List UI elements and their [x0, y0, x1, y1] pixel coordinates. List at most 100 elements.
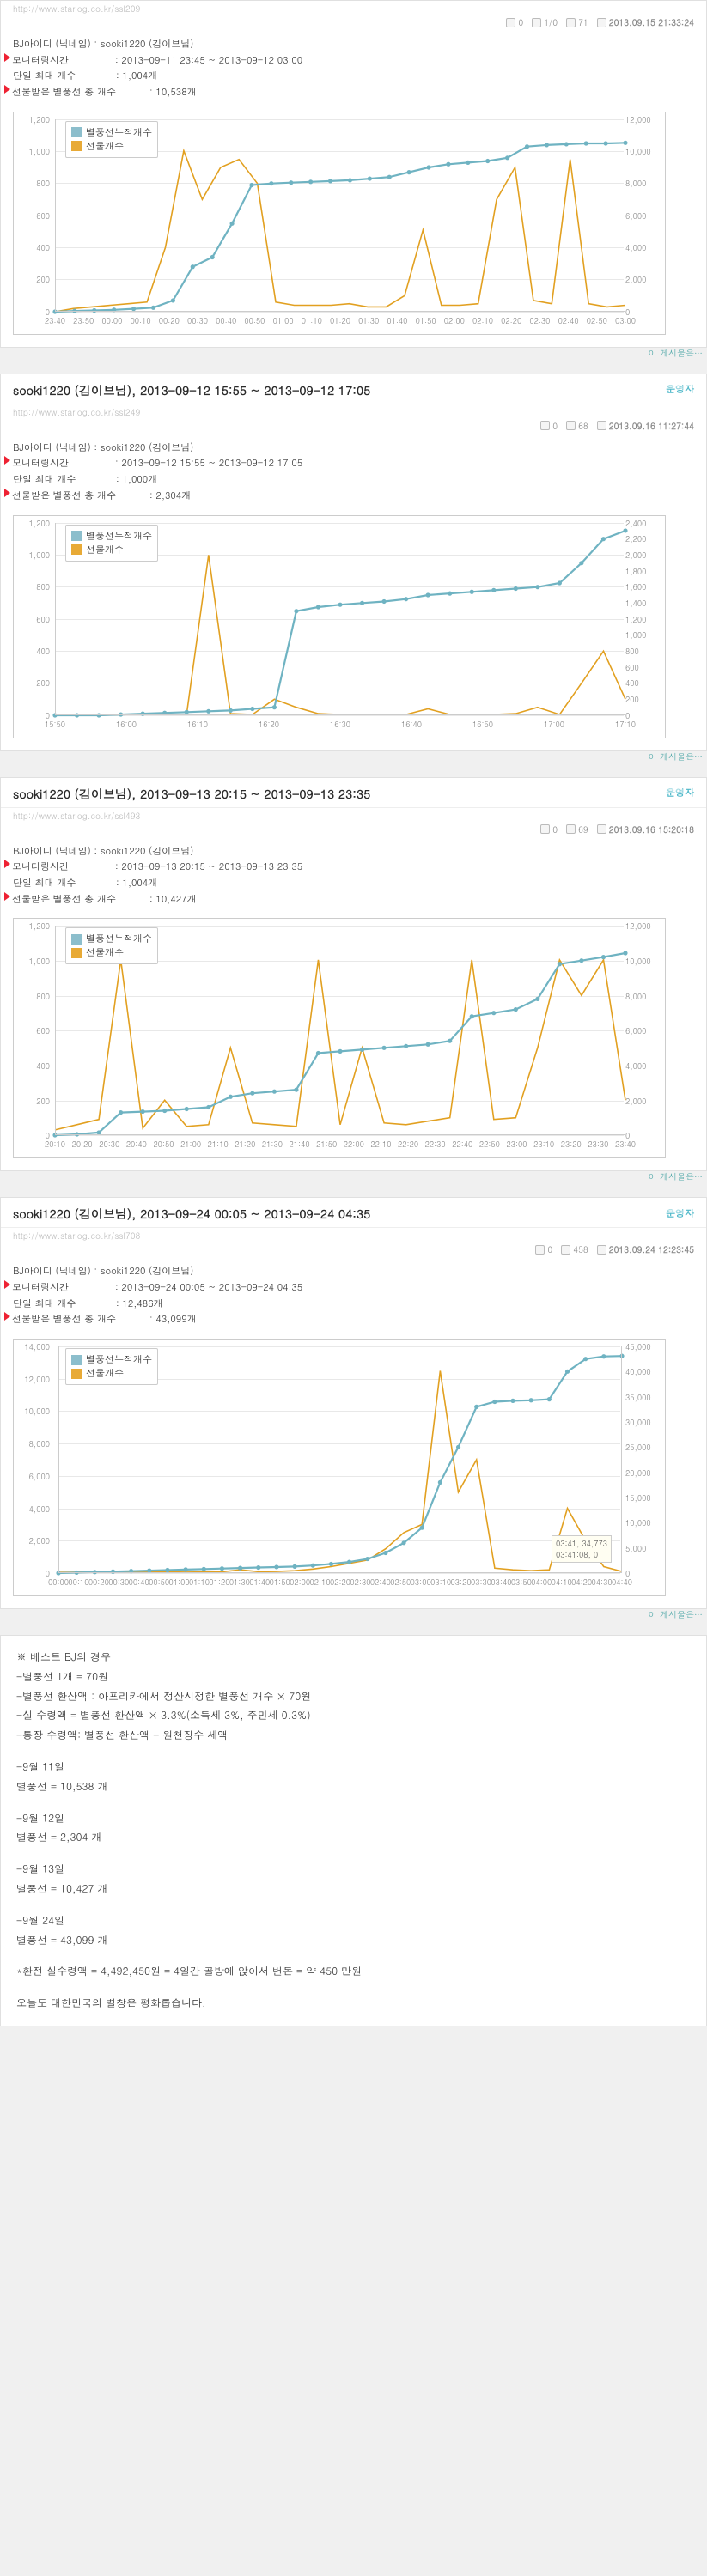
views-icon	[561, 1245, 570, 1255]
info-total-row: 선물받은 별풍선 총 개수: 2,304개	[13, 489, 694, 505]
red-marker	[4, 1280, 10, 1289]
views-icon	[566, 18, 576, 27]
info-max-value: : 1,004개	[116, 69, 157, 85]
post: sooki1220 (김이브님), 2013-09-24 00:05 ~ 201…	[0, 1197, 707, 1609]
chart-wrap: 02004006008001,0001,20002,0004,0006,0008…	[1, 108, 706, 347]
plot-border	[55, 523, 625, 715]
chart: 02004006008001,0001,20002004006008001,00…	[13, 515, 666, 738]
meta-comments: 0	[540, 823, 558, 835]
info-block: BJ아이디 (닉네임) : sooki1220 (김이브님)모니터링시간: 20…	[1, 841, 706, 915]
meta-views: 69	[566, 823, 588, 835]
info-monitor-label: 모니터링시간	[12, 456, 115, 472]
author-badge: 운영자	[666, 787, 694, 799]
post-source-url[interactable]: http://www.starlog.co.kr/ssl493	[1, 808, 706, 822]
chart-footer-note[interactable]: 이 게시물은…	[649, 750, 703, 762]
note-line: -별풍선 1개 = 70원	[16, 1668, 691, 1687]
info-total-value: : 2,304개	[149, 489, 191, 505]
info-max-label: 단일 최대 개수	[13, 472, 116, 489]
red-marker	[4, 892, 10, 901]
author-badge: 운영자	[666, 383, 694, 396]
meta-views: 458	[561, 1243, 588, 1255]
info-monitor-label: 모니터링시간	[12, 53, 115, 70]
comment-icon	[535, 1245, 545, 1255]
info-bj: BJ아이디 (닉네임) : sooki1220 (김이브님)	[13, 844, 694, 860]
post-title: sooki1220 (김이브님), 2013-09-13 20:15 ~ 201…	[13, 785, 370, 802]
post-header: sooki1220 (김이브님), 2013-09-12 15:55 ~ 201…	[1, 374, 706, 404]
image-icon	[532, 18, 541, 27]
post-title: sooki1220 (김이브님), 2013-09-24 00:05 ~ 201…	[13, 1205, 370, 1222]
info-monitor-label: 모니터링시간	[12, 860, 115, 876]
info-max-row: 단일 최대 개수: 1,004개	[13, 876, 694, 892]
info-total-value: : 10,427개	[149, 892, 197, 908]
meta-comments: 0	[540, 420, 558, 432]
note-line: -9월 12일	[16, 1809, 691, 1829]
info-max-value: : 1,000개	[116, 472, 157, 489]
note-line: 별풍선 = 10,538 개	[16, 1777, 691, 1797]
plot-border	[55, 926, 625, 1135]
comment-icon	[540, 421, 550, 430]
post-meta: 0682013.09.16 11:27:44	[1, 418, 706, 437]
note-line: -별풍선 환산액 : 아프리카에서 정산시정한 별풍선 개수 × 70원	[16, 1687, 691, 1707]
red-marker	[4, 489, 10, 497]
chart-wrap: 02,0004,0006,0008,00010,00012,00014,0000…	[1, 1335, 706, 1608]
clock-icon	[597, 421, 606, 430]
info-max-row: 단일 최대 개수: 1,000개	[13, 472, 694, 489]
note-line: 별풍선 = 10,427 개	[16, 1880, 691, 1899]
meta-comments: 0	[506, 16, 523, 28]
note-line: 별풍선 = 43,099 개	[16, 1931, 691, 1951]
info-bj: BJ아이디 (닉네임) : sooki1220 (김이브님)	[13, 440, 694, 457]
author-badge: 운영자	[666, 1207, 694, 1220]
info-max-row: 단일 최대 개수: 12,486개	[13, 1297, 694, 1313]
info-max-value: : 12,486개	[116, 1297, 163, 1313]
chart: 02,0004,0006,0008,00010,00012,00014,0000…	[13, 1339, 666, 1596]
info-total-row: 선물받은 별풍선 총 개수: 43,099개	[13, 1312, 694, 1328]
post-header: sooki1220 (김이브님), 2013-09-13 20:15 ~ 201…	[1, 778, 706, 808]
comment-icon	[506, 18, 515, 27]
note-line: 별풍선 = 2,304 개	[16, 1828, 691, 1848]
post-source-url[interactable]: http://www.starlog.co.kr/ssl249	[1, 404, 706, 418]
info-max-row: 단일 최대 개수: 1,004개	[13, 69, 694, 85]
info-monitor-value: : 2013-09-24 00:05 ~ 2013-09-24 04:35	[115, 1280, 302, 1297]
meta-date: 2013.09.16 15:20:18	[597, 823, 694, 835]
comment-icon	[540, 824, 550, 834]
red-marker	[4, 53, 10, 62]
info-total-label: 선물받은 별풍선 총 개수	[12, 85, 149, 101]
info-monitor-value: : 2013-09-13 20:15 ~ 2013-09-13 23:35	[115, 860, 302, 876]
plot-border	[58, 1346, 622, 1573]
post: sooki1220 (김이브님), 2013-09-13 20:15 ~ 201…	[0, 777, 707, 1172]
plot-border	[55, 119, 625, 312]
post-source-url[interactable]: http://www.starlog.co.kr/ssl708	[1, 1228, 706, 1242]
info-total-label: 선물받은 별풍선 총 개수	[12, 892, 149, 908]
note-line: 오늘도 대한민국의 별창은 평화롭습니다.	[16, 1994, 691, 2014]
info-max-label: 단일 최대 개수	[13, 876, 116, 892]
info-max-label: 단일 최대 개수	[13, 1297, 116, 1313]
info-block: BJ아이디 (닉네임) : sooki1220 (김이브님)모니터링시간: 20…	[1, 33, 706, 108]
chart-wrap: 02004006008001,0001,20002,0004,0006,0008…	[1, 914, 706, 1170]
chart-footer-note[interactable]: 이 게시물은…	[649, 1608, 703, 1620]
views-icon	[566, 421, 576, 430]
info-monitor-row: 모니터링시간: 2013-09-24 00:05 ~ 2013-09-24 04…	[13, 1280, 694, 1297]
info-bj: BJ아이디 (닉네임) : sooki1220 (김이브님)	[13, 37, 694, 53]
info-total-label: 선물받은 별풍선 총 개수	[12, 1312, 149, 1328]
info-monitor-value: : 2013-09-11 23:45 ~ 2013-09-12 03:00	[115, 53, 302, 70]
info-total-value: : 10,538개	[149, 85, 197, 101]
note-line: -9월 13일	[16, 1860, 691, 1880]
chart: 02004006008001,0001,20002,0004,0006,0008…	[13, 918, 666, 1158]
meta-date: 2013.09.24 12:23:45	[597, 1243, 694, 1255]
chart-footer-note[interactable]: 이 게시물은…	[649, 1170, 703, 1182]
note-line: -9월 24일	[16, 1911, 691, 1931]
red-marker	[4, 456, 10, 465]
clock-icon	[597, 824, 606, 834]
red-marker	[4, 1312, 10, 1321]
note-line: -실 수령액 = 별풍선 환산액 × 3.3%(소득세 3%, 주민세 0.3%…	[16, 1706, 691, 1726]
chart-footer-note[interactable]: 이 게시물은…	[649, 347, 703, 359]
info-block: BJ아이디 (닉네임) : sooki1220 (김이브님)모니터링시간: 20…	[1, 437, 706, 512]
meta-date: 2013.09.15 21:33:24	[597, 16, 694, 28]
post-source-url[interactable]: http://www.starlog.co.kr/ssl209	[1, 1, 706, 15]
clock-icon	[597, 18, 606, 27]
note-line: -9월 11일	[16, 1758, 691, 1777]
red-marker	[4, 860, 10, 868]
chart: 02004006008001,0001,20002,0004,0006,0008…	[13, 112, 666, 335]
note-line: -통장 수령액: 별풍선 환산액 - 원천징수 세액	[16, 1726, 691, 1746]
views-icon	[566, 824, 576, 834]
